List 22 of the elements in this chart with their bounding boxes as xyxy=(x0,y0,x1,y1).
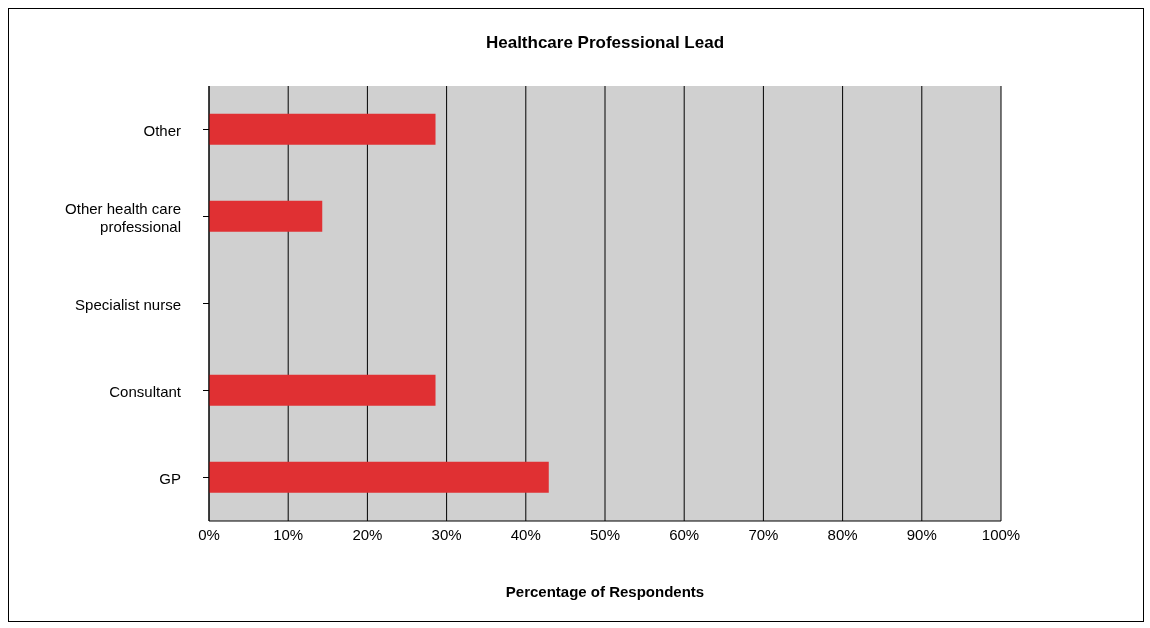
x-tick-label: 0% xyxy=(198,525,220,543)
bar xyxy=(209,374,436,406)
x-tick-label: 100% xyxy=(981,525,1021,543)
y-tick-label: GP xyxy=(159,469,181,486)
y-tick-label: Specialist nurse xyxy=(75,295,181,312)
x-tick-label: 10% xyxy=(273,525,304,543)
bar xyxy=(209,200,323,232)
bar xyxy=(209,113,436,145)
y-tick-label: Consultant xyxy=(109,382,182,399)
chart-title: Healthcare Professional Lead xyxy=(484,33,726,53)
x-tick-label: 50% xyxy=(589,525,621,543)
x-tick-label: 60% xyxy=(669,525,700,543)
x-tick-label: 20% xyxy=(352,525,383,543)
x-tick-label: 90% xyxy=(906,525,937,543)
y-tick-label: Other health care professional xyxy=(65,199,181,234)
x-tick-label: 40% xyxy=(510,525,541,543)
x-tick-label: 70% xyxy=(748,525,779,543)
x-tick-label: 80% xyxy=(827,525,858,543)
bar xyxy=(209,461,549,493)
y-tick-label: Other xyxy=(143,121,181,138)
x-tick-label: 30% xyxy=(431,525,462,543)
x-axis-title: Percentage of Respondents xyxy=(504,583,706,600)
